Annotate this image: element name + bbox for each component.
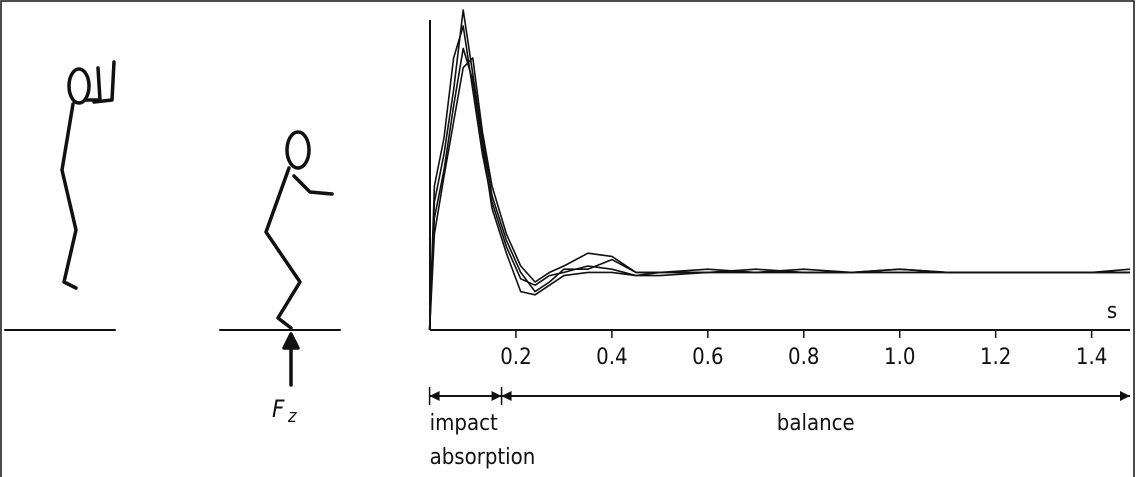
x-tick-label: 1.4 [1076,345,1107,370]
force-trace [428,25,1131,331]
force-symbol: F [272,395,285,423]
x-tick-label: 1.2 [980,345,1011,370]
x-unit: s [1107,299,1117,324]
x-tick-label: 1.0 [884,345,915,370]
arrow-head [491,391,502,401]
stick-figure-landing [219,130,341,387]
arrow-head [501,391,512,401]
force-trace [428,57,1130,331]
phase-label: absorption [430,445,536,470]
x-tick-label: 0.4 [596,345,627,370]
arrow-head [1120,391,1130,401]
phase-label: balance [777,411,855,436]
force-trace [428,47,1130,331]
x-tick-label: 0.6 [692,345,723,370]
stick-figure-jumping [4,60,116,331]
force-subscript: z [287,406,297,427]
x-tick-label: 0.8 [788,345,819,370]
phase-label: impact [430,411,498,436]
arrow-head [429,391,440,401]
x-tick-label: 0.2 [500,345,531,370]
